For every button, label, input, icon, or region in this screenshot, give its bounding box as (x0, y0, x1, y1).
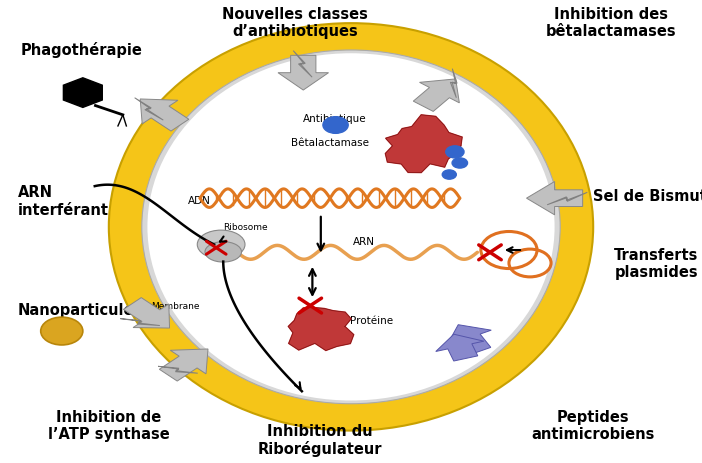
Polygon shape (547, 192, 588, 205)
Text: Nanoparticules: Nanoparticules (18, 303, 143, 318)
Text: Inhibition des
bêtalactamases: Inhibition des bêtalactamases (545, 7, 676, 39)
Polygon shape (451, 69, 457, 98)
Ellipse shape (205, 242, 241, 262)
Text: Nouvelles classes
d’antibiotiques: Nouvelles classes d’antibiotiques (222, 7, 368, 39)
Text: Transferts
plasmides: Transferts plasmides (614, 248, 698, 280)
Polygon shape (436, 334, 484, 361)
Circle shape (41, 317, 83, 345)
Polygon shape (63, 78, 102, 107)
Circle shape (442, 170, 456, 179)
Text: Bêtalactamase: Bêtalactamase (291, 138, 369, 148)
Text: Antibiotique: Antibiotique (303, 114, 367, 125)
Text: Membrane: Membrane (151, 302, 199, 311)
Polygon shape (135, 98, 164, 120)
Ellipse shape (109, 23, 593, 431)
Text: Phagothérapie: Phagothérapie (21, 42, 143, 58)
Text: ADN: ADN (188, 196, 211, 206)
Polygon shape (158, 366, 198, 373)
Text: Peptides
antimicrobiens: Peptides antimicrobiens (531, 410, 655, 442)
Ellipse shape (147, 53, 555, 400)
Polygon shape (446, 325, 491, 355)
Polygon shape (140, 99, 189, 131)
Text: Inhibition du
Riborégulateur: Inhibition du Riborégulateur (257, 424, 382, 457)
Ellipse shape (197, 230, 245, 259)
Circle shape (446, 146, 464, 158)
Polygon shape (413, 79, 459, 112)
Circle shape (452, 158, 468, 168)
Polygon shape (159, 349, 208, 381)
Polygon shape (120, 319, 160, 325)
Text: ARN: ARN (353, 237, 375, 247)
Polygon shape (278, 55, 329, 90)
Polygon shape (526, 181, 583, 215)
Text: Inhibition de
l’ATP synthase: Inhibition de l’ATP synthase (48, 410, 170, 442)
Polygon shape (124, 298, 170, 328)
Circle shape (323, 117, 348, 133)
Text: Protéine: Protéine (350, 316, 392, 326)
Polygon shape (385, 115, 462, 173)
Text: ARN
interférant: ARN interférant (18, 185, 109, 218)
Text: Ribosome: Ribosome (223, 224, 268, 232)
Polygon shape (289, 307, 354, 350)
Ellipse shape (142, 50, 560, 404)
Text: Sel de Bismuth: Sel de Bismuth (593, 189, 702, 204)
Polygon shape (293, 50, 312, 77)
